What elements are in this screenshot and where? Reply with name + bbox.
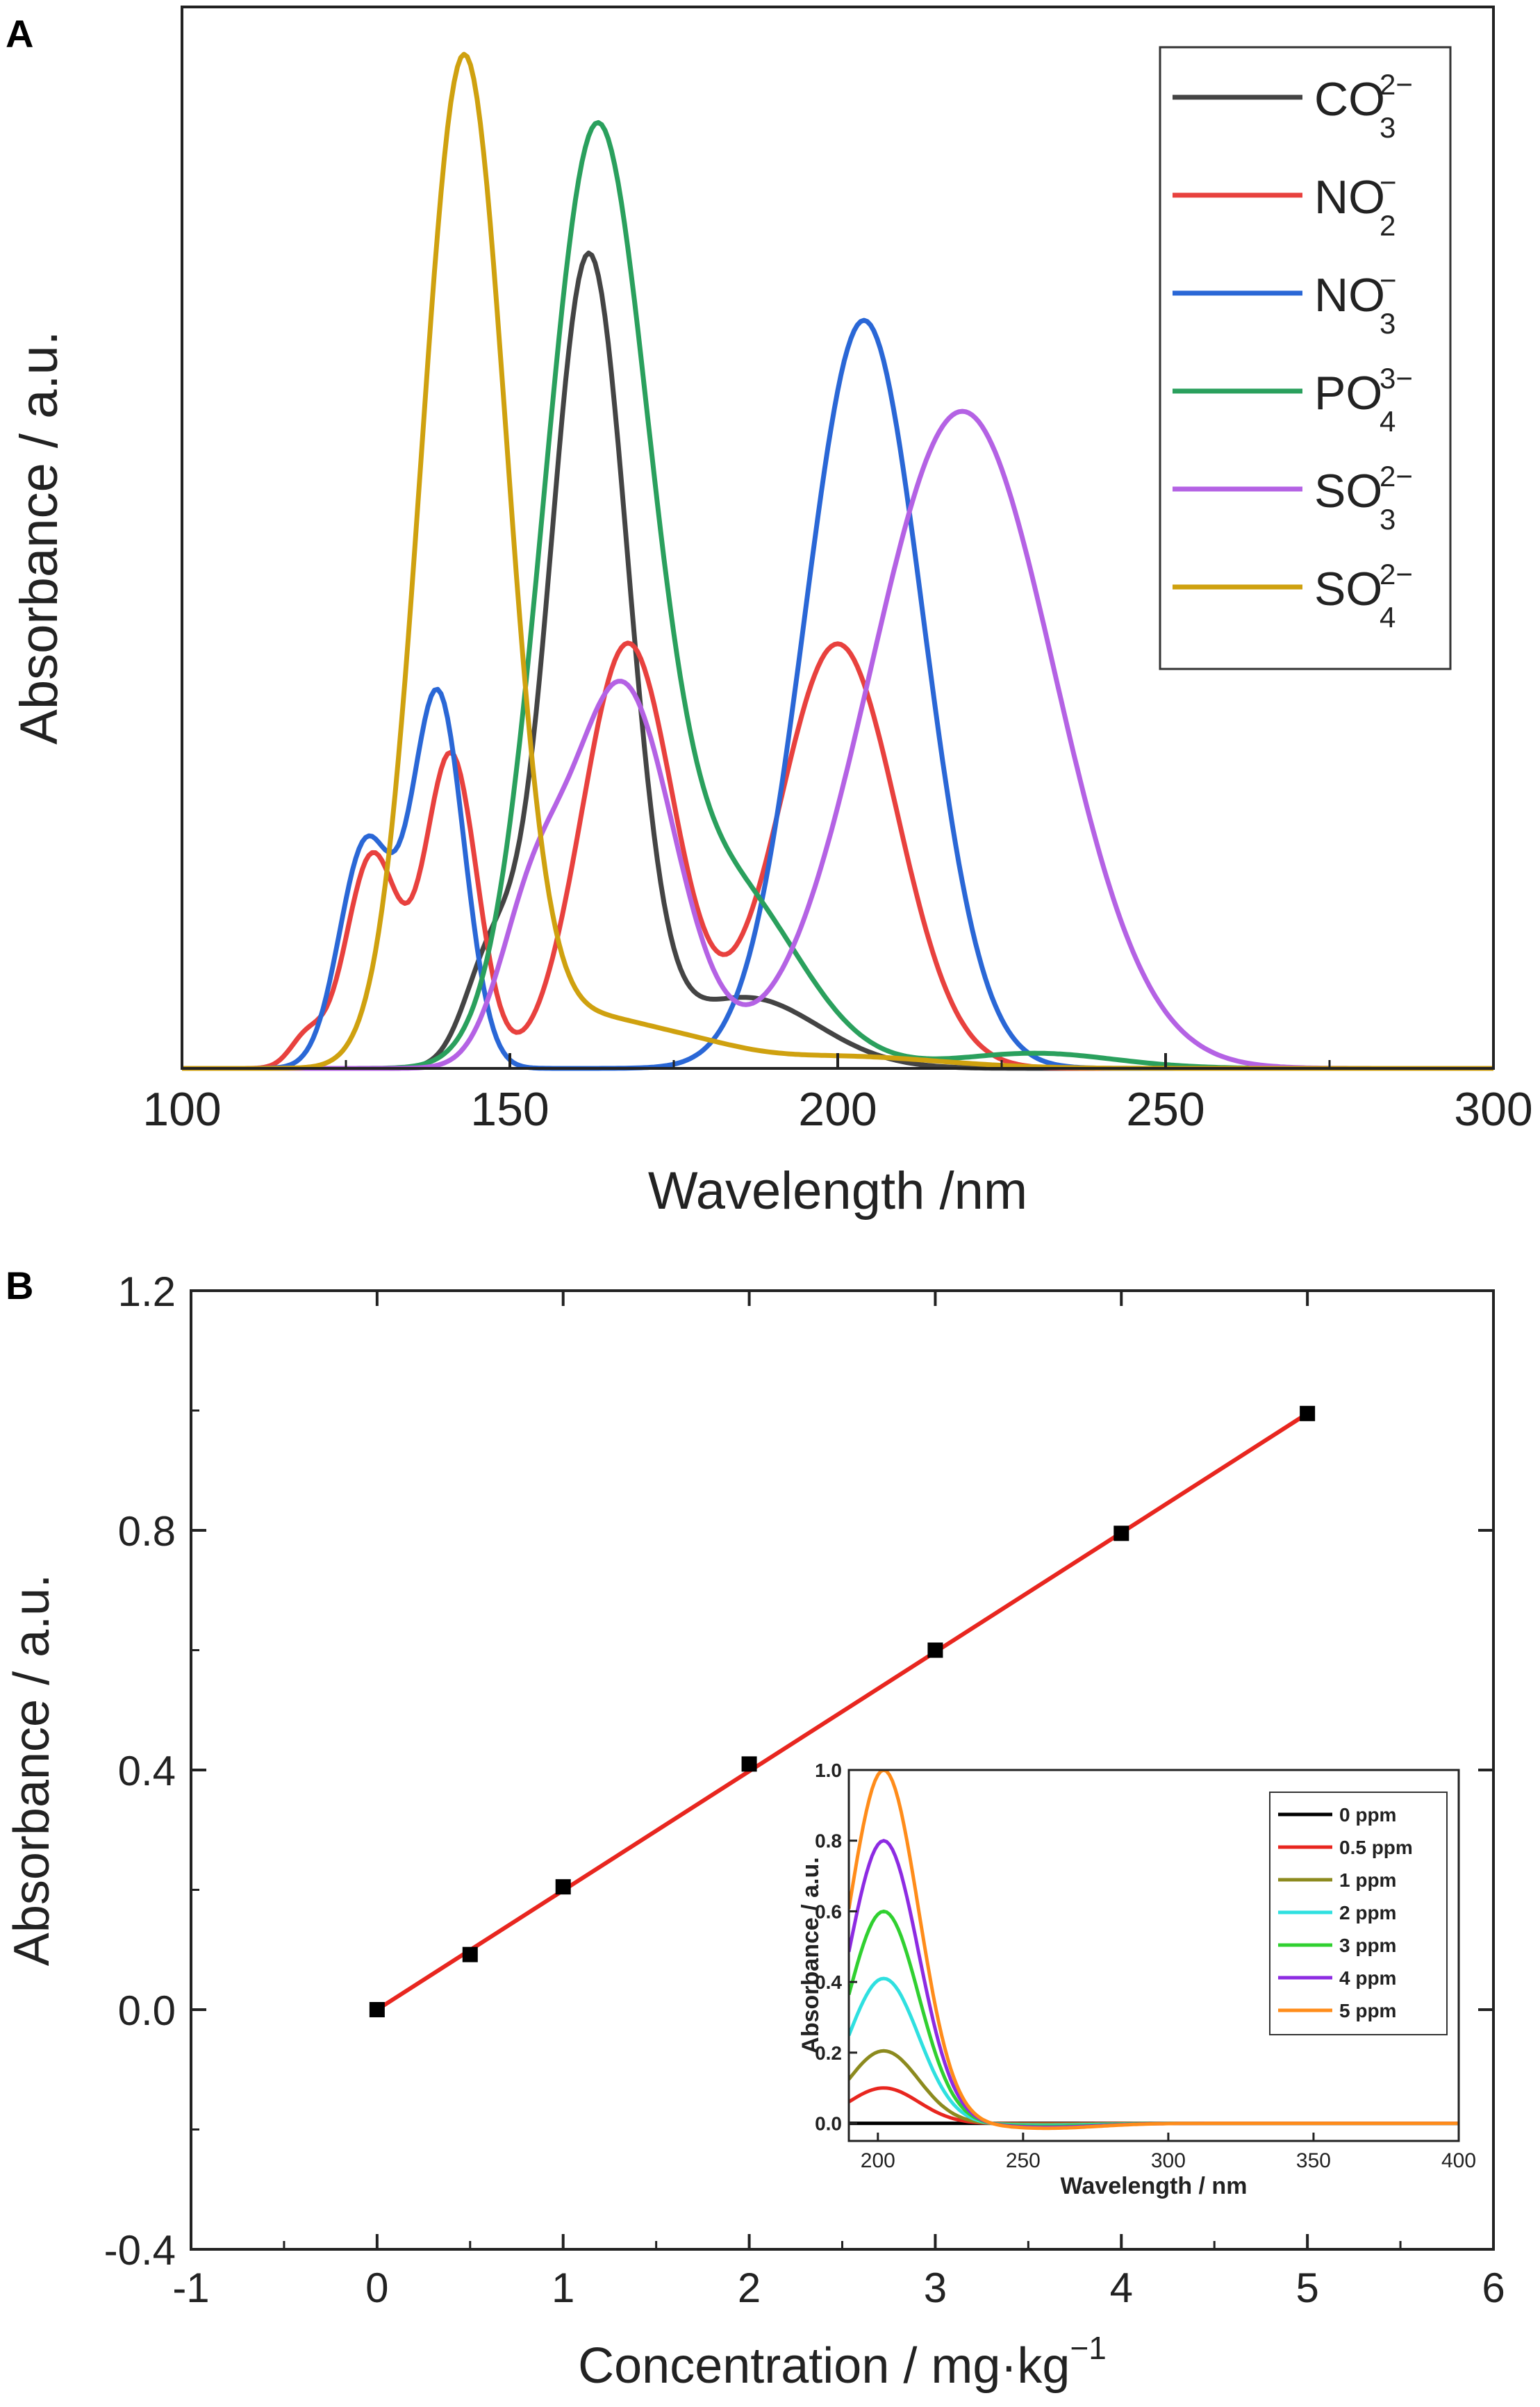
inset-x-tick-label-400: 400 bbox=[1441, 2149, 1476, 2172]
inset-y-tick-label-0: 0.0 bbox=[815, 2113, 842, 2135]
x-tick-label-5: 5 bbox=[1295, 2265, 1318, 2311]
inset-series-line-6 bbox=[849, 1770, 1459, 2131]
legend-ion-name: SO bbox=[1314, 563, 1382, 615]
inset-y-tick-label-2: 0.4 bbox=[815, 1971, 842, 1993]
x-tick-label-3: 3 bbox=[924, 2265, 947, 2311]
legend-entry-2: NO− 3 bbox=[1314, 264, 1397, 340]
x-tick-label-2: 2 bbox=[738, 2265, 761, 2311]
data-point-4 bbox=[927, 1642, 943, 1658]
inset-y-tick-label-1: 0.2 bbox=[815, 2042, 842, 2064]
x-tick-label-1: 1 bbox=[552, 2265, 574, 2311]
x-tick-label-200: 200 bbox=[798, 1083, 877, 1136]
inset-legend-label-4: 3 ppm bbox=[1339, 1935, 1396, 1956]
y-axis-label: Absorbance / a.u. bbox=[4, 1574, 60, 1966]
inset-x-tick-label-350: 350 bbox=[1296, 2149, 1331, 2172]
x-axis-label-exponent: −1 bbox=[1070, 2330, 1106, 2366]
inset-y-tick-label-5: 1.0 bbox=[815, 1760, 842, 1781]
legend-ion-name: CO bbox=[1314, 73, 1385, 126]
legend-entry-4: SO2− 3 bbox=[1314, 460, 1413, 536]
x-tick-label-0: 0 bbox=[365, 2265, 388, 2311]
inset-frame bbox=[847, 1769, 1460, 2142]
inset-x-axis-label: Wavelength / nm bbox=[1061, 2173, 1248, 2199]
x-tick-label-6: 6 bbox=[1482, 2265, 1505, 2311]
legend-ion-name: NO bbox=[1314, 269, 1385, 322]
x-tick-label-100: 100 bbox=[142, 1083, 221, 1136]
y-tick-label-1: 0.0 bbox=[118, 1987, 176, 2034]
legend-ion-charge: 2− bbox=[1380, 68, 1413, 101]
inset-legend-label-5: 4 ppm bbox=[1339, 1967, 1396, 1989]
legend-ion-charge: − bbox=[1380, 166, 1397, 199]
legend-ion-subscript: 4 bbox=[1380, 405, 1396, 438]
x-tick-label-300: 300 bbox=[1454, 1083, 1532, 1136]
y-tick-label-4: 1.2 bbox=[118, 1268, 176, 1315]
fit-line bbox=[376, 1412, 1309, 2012]
y-tick-label-0: -0.4 bbox=[104, 2227, 176, 2274]
x-tick-label-4: 4 bbox=[1110, 2265, 1133, 2311]
inset-legend-label-6: 5 ppm bbox=[1339, 2000, 1396, 2021]
inset-y-tick-label-3: 0.6 bbox=[815, 1901, 842, 1922]
inset-legend-label-3: 2 ppm bbox=[1339, 1902, 1396, 1924]
panel-a-label: A bbox=[6, 12, 33, 56]
data-point-3 bbox=[741, 1756, 757, 1772]
inset-x-tick-label-200: 200 bbox=[861, 2149, 895, 2172]
x-axis-label: Concentration / mg·kg−1 bbox=[578, 2330, 1107, 2394]
inset-legend-label-0: 0 ppm bbox=[1339, 1804, 1396, 1826]
data-point-2 bbox=[555, 1879, 571, 1895]
legend-ion-charge: 2− bbox=[1380, 558, 1413, 590]
chart-b: -1 0 1 2 3 4 5 6 -0.4 0.0 0.4 0.8 1.2 Concentration /… bbox=[4, 1268, 1505, 2394]
legend-ion-subscript: 2 bbox=[1380, 209, 1396, 242]
legend-ion-charge: − bbox=[1380, 264, 1397, 297]
y-axis-label: Absorbance / a.u. bbox=[10, 331, 69, 745]
x-axis-label-text: Concentration / mg·kg bbox=[578, 2338, 1070, 2394]
legend-entry-3: PO3− 4 bbox=[1314, 362, 1413, 438]
legend-ion-subscript: 3 bbox=[1380, 307, 1396, 340]
legend-ion-subscript: 3 bbox=[1380, 503, 1396, 536]
legend-ion-charge: 3− bbox=[1380, 362, 1413, 395]
chart-a: 100 150 200 250 300 Wavelength /nm Absorbance … bbox=[10, 6, 1533, 1221]
inset-x-tick-label-250: 250 bbox=[1006, 2149, 1041, 2172]
data-point-6 bbox=[1300, 1405, 1316, 1421]
legend-box bbox=[1159, 46, 1452, 670]
chart-b-inset: 200 250 300 350 400 0.0 0.2 0.4 0.6 0.8 1.0 Wavelen… bbox=[797, 1760, 1476, 2199]
x-tick-label-150: 150 bbox=[470, 1083, 549, 1136]
legend-entry-5: SO2− 4 bbox=[1314, 558, 1413, 634]
legend-entry-1: NO− 2 bbox=[1314, 166, 1397, 242]
panel-b-label: B bbox=[6, 1264, 33, 1307]
legend-ion-name: NO bbox=[1314, 171, 1385, 224]
legend-ion-name: SO bbox=[1314, 465, 1382, 518]
inset-y-tick-label-4: 0.8 bbox=[815, 1830, 842, 1852]
legend-ion-subscript: 4 bbox=[1380, 601, 1396, 634]
legend-ion-charge: 2− bbox=[1380, 460, 1413, 493]
inset-legend-label-1: 0.5 ppm bbox=[1339, 1837, 1413, 1858]
legend-ion-subscript: 3 bbox=[1380, 111, 1396, 144]
inset-legend-label-2: 1 ppm bbox=[1339, 1869, 1396, 1891]
inset-y-axis-label: Absorbance / a.u. bbox=[797, 1857, 824, 2053]
data-point-1 bbox=[462, 1946, 478, 1962]
x-tick-label--1: -1 bbox=[172, 2265, 209, 2311]
data-point-5 bbox=[1113, 1525, 1129, 1541]
inset-x-tick-label-300: 300 bbox=[1151, 2149, 1186, 2172]
y-tick-label-2: 0.4 bbox=[118, 1748, 176, 1794]
series-line-1 bbox=[182, 640, 1493, 1071]
legend-entry-0: CO2− 3 bbox=[1314, 68, 1413, 144]
y-tick-label-3: 0.8 bbox=[118, 1508, 176, 1555]
inset-series-group bbox=[849, 1770, 1459, 2131]
x-axis-label: Wavelength /nm bbox=[648, 1161, 1027, 1221]
legend-ion-name: PO bbox=[1314, 367, 1382, 420]
x-tick-label-250: 250 bbox=[1126, 1083, 1204, 1136]
data-point-0 bbox=[369, 2002, 385, 2017]
